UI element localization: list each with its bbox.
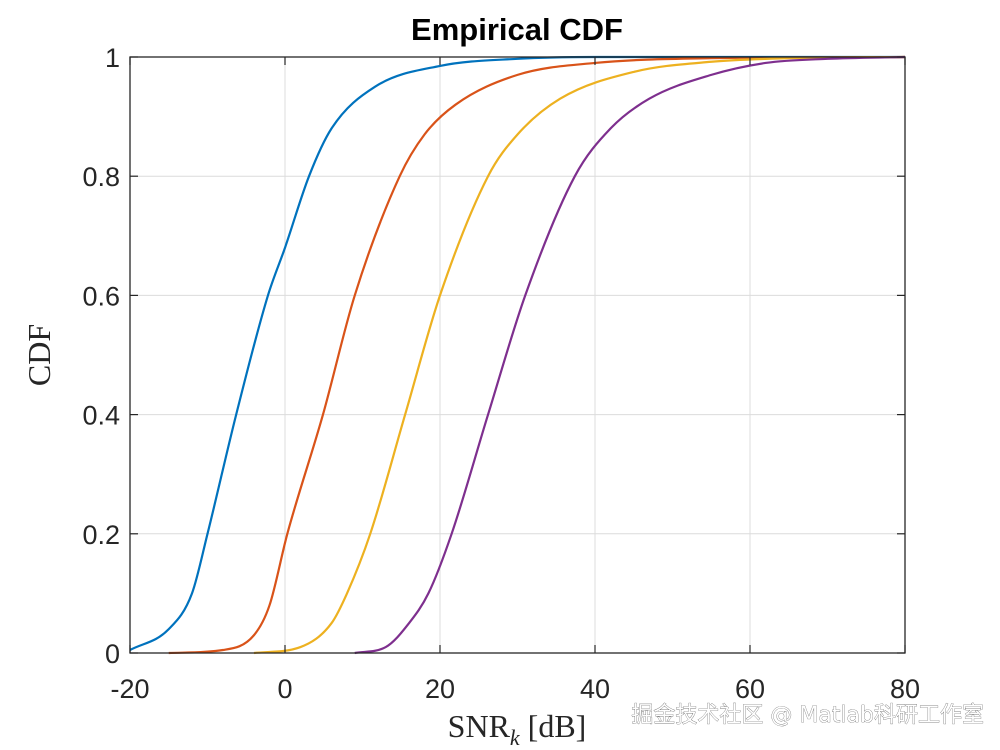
x-tick-label: 80 — [890, 674, 920, 704]
y-tick-label: 0.4 — [82, 401, 120, 431]
y-tick-label: 0.6 — [82, 281, 120, 311]
x-axis-label-unit: [dB] — [528, 708, 587, 744]
x-tick-label: -20 — [110, 674, 149, 704]
axes-box — [129, 56, 906, 654]
y-axis-label: CDF — [21, 324, 57, 386]
y-tick-label: 0 — [105, 639, 120, 669]
series-4-line — [354, 55, 906, 655]
x-tick-label: 60 — [735, 674, 765, 704]
x-tick-label: 20 — [425, 674, 455, 704]
y-tick-label: 1 — [105, 43, 120, 73]
watermark: 掘金技术社区 @ Matlab科研工作室 — [631, 703, 984, 728]
ticks: -20 0 20 40 60 80 0 0.2 0.4 0.6 0.8 1 — [82, 43, 920, 704]
grid — [129, 56, 906, 654]
y-tick-label: 0.2 — [82, 520, 120, 550]
x-axis-label-sub: k — [510, 725, 521, 750]
series-3-line — [253, 55, 906, 655]
plot-area — [130, 57, 905, 653]
series-2-line — [168, 55, 906, 655]
chart-title: Empirical CDF — [411, 12, 623, 47]
x-axis-label: SNRk [dB] — [448, 708, 587, 750]
y-tick-label: 0.8 — [82, 162, 120, 192]
x-tick-label: 40 — [580, 674, 610, 704]
x-axis-label-main: SNR — [448, 708, 511, 744]
x-tick-label: 0 — [277, 674, 292, 704]
